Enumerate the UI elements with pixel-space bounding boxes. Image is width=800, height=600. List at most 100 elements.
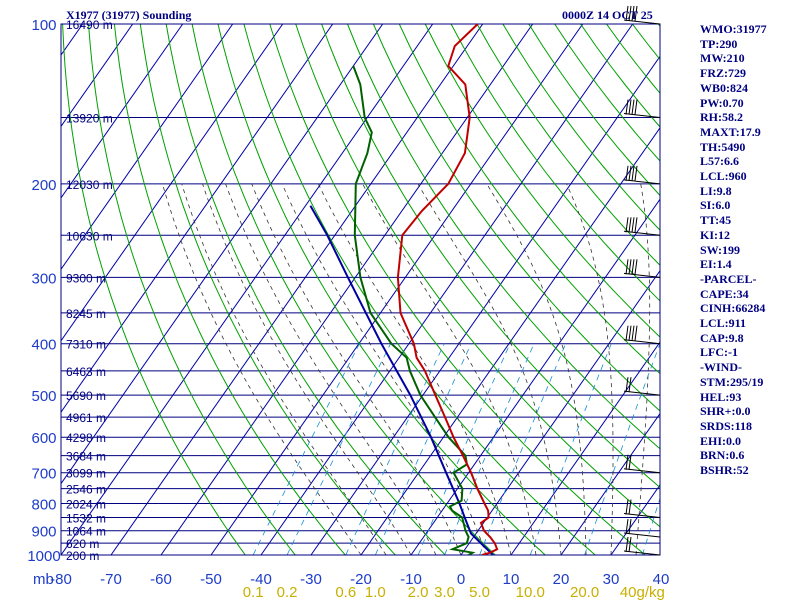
height-label: 1064 m xyxy=(66,525,106,539)
isotherm-line xyxy=(410,198,660,555)
index-entry: KI:12 xyxy=(700,227,730,242)
dry-adiabat-line xyxy=(450,24,660,302)
wind-barb-feather xyxy=(625,99,629,115)
isotherm-line xyxy=(110,24,484,555)
wind-barb-feather xyxy=(625,165,629,181)
moist-adiabat-line xyxy=(362,183,537,555)
dry-adiabat-line xyxy=(113,24,346,555)
dewpoint-trace xyxy=(352,65,476,555)
mixing-ratio-tick-label: 1.0 xyxy=(365,584,386,600)
mixing-ratio-tick-label: 0.2 xyxy=(277,584,298,600)
wind-barb-feather xyxy=(631,165,635,181)
temperature-tick-label: -80 xyxy=(50,571,72,588)
wind-barb-feather xyxy=(625,325,629,341)
wind-barb-feather xyxy=(628,536,632,553)
index-entry: SI:6.0 xyxy=(700,198,731,213)
index-entry: BRN:0.6 xyxy=(700,448,745,463)
index-entry: TT:45 xyxy=(700,213,732,228)
parcel-trace xyxy=(309,205,494,555)
wind-barb-feather xyxy=(631,99,635,115)
index-entry: CINH:66284 xyxy=(700,301,766,316)
wind-barb-feather xyxy=(628,499,632,515)
wind-barb-staff xyxy=(623,513,661,519)
temperature-tick-label: -50 xyxy=(200,571,222,588)
index-entry: FRZ:729 xyxy=(700,66,746,81)
wind-barb-feather xyxy=(631,325,635,341)
wind-barb-staff xyxy=(623,19,661,25)
moist-adiabat-line xyxy=(181,183,387,555)
wind-barb-feather xyxy=(625,217,629,233)
wind-barb-feather xyxy=(628,5,632,22)
index-entry: EI:1.4 xyxy=(700,257,732,272)
isotherm-line xyxy=(61,24,434,555)
wind-barb-staff xyxy=(623,272,661,278)
index-entry: TH:5490 xyxy=(700,139,746,154)
height-label: 3684 m xyxy=(66,450,106,464)
stability-indices: WMO:31977 TP:290 MW:210 FRZ:729 WB0:824 PW:0.… xyxy=(700,22,800,478)
wind-barb-staff xyxy=(623,390,661,396)
wind-barb-feather xyxy=(631,217,635,233)
wind-barb-staff xyxy=(623,468,661,474)
mixing-ratio-line xyxy=(584,343,660,555)
wind-barb-feather xyxy=(634,165,638,181)
station-title: X1977 (31977) Sounding xyxy=(66,8,192,22)
wind-barb-feather xyxy=(628,99,632,115)
isotherm-line xyxy=(260,24,634,555)
plot-frame xyxy=(60,23,661,556)
temperature-tick-label: -70 xyxy=(100,571,122,588)
dry-adiabat-line xyxy=(321,24,660,489)
moist-adiabat-line xyxy=(281,183,487,555)
mixing-ratio-tick-label: 0.1 xyxy=(243,584,264,600)
index-entry: MAXT:17.9 xyxy=(700,124,761,139)
mixing-ratio-line xyxy=(642,497,660,555)
wind-barb xyxy=(623,536,661,556)
mixing-ratio-tick-label: 3.0 xyxy=(434,584,455,600)
temperature-tick-label: -30 xyxy=(300,571,322,588)
dry-adiabat-line xyxy=(139,24,396,555)
isotherm-line xyxy=(61,24,134,128)
index-entry: CAP:9.8 xyxy=(700,330,744,345)
wind-barb-feather xyxy=(634,259,638,275)
pressure-unit-label: mb xyxy=(33,571,54,588)
isotherm-line xyxy=(560,412,660,555)
isotherm-line xyxy=(61,24,184,199)
pressure-tick-label: 1000 xyxy=(27,548,60,565)
index-entry: -PARCEL- xyxy=(700,271,757,286)
dry-adiabat-line xyxy=(62,24,246,555)
height-label: 7310 m xyxy=(66,338,106,352)
index-entry: TP:290 xyxy=(700,36,738,51)
mixing-ratio-tick-label: 20.0 xyxy=(570,584,599,600)
wind-barb-feather xyxy=(634,99,638,115)
wind-barb-staff xyxy=(623,113,661,119)
wind-barb-feather xyxy=(634,5,638,22)
mixing-ratio-line xyxy=(252,343,360,555)
isotherm-line xyxy=(61,24,334,414)
index-entry: CAPE:34 xyxy=(700,286,749,301)
wind-barb-staff xyxy=(623,532,661,538)
wind-barb-feather xyxy=(628,165,632,181)
temperature-tick-label: 30 xyxy=(603,571,620,588)
dry-adiabat-line xyxy=(295,24,660,528)
pressure-tick-label: 300 xyxy=(31,270,56,287)
height-label: 13920 m xyxy=(66,112,113,126)
temperature-tick-label: 0 xyxy=(457,571,465,588)
mixing-ratio-line xyxy=(345,343,445,555)
wind-barb-feather xyxy=(631,259,635,275)
mixing-ratio-tick-label: 10.0 xyxy=(516,584,545,600)
index-entry: SRDS:118 xyxy=(700,418,753,433)
dry-adiabat-line xyxy=(269,24,646,555)
dry-adiabat-line xyxy=(398,24,660,375)
mixing-ratio-tick-label: 2.0 xyxy=(408,584,429,600)
mixing-ratio-lines xyxy=(252,343,660,555)
height-label: 3099 m xyxy=(66,467,106,481)
valid-time: 0000Z 14 OCT 25 xyxy=(562,8,653,22)
index-entry: SW:199 xyxy=(700,242,741,257)
wind-barb-feather xyxy=(628,454,632,470)
height-label: 16490 m xyxy=(66,18,113,32)
wind-barb-feather xyxy=(625,499,629,515)
moist-adiabat-line xyxy=(225,183,437,555)
dry-adiabat-line xyxy=(243,24,596,555)
wind-barb-feather xyxy=(625,5,629,22)
temperature-tick-label: -40 xyxy=(250,571,272,588)
index-entry: L57:6.6 xyxy=(700,154,739,169)
